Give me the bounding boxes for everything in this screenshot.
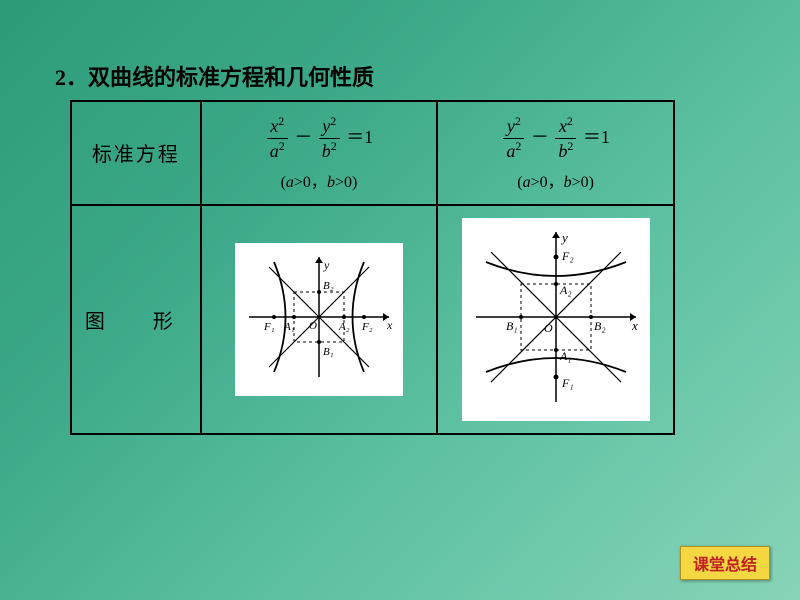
svg-text:O: O xyxy=(309,320,317,332)
svg-text:A₁: A₁ xyxy=(283,321,295,333)
svg-text:y: y xyxy=(323,258,330,272)
figure-cell-2: y x O F₂ F₁ A₂ A₁ B₁ B₂ xyxy=(437,205,674,434)
figure-cell-1: y x O F₁ F₂ A₁ A₂ B₂ B₁ xyxy=(201,205,438,434)
equation-1: x2 a2 － y2 b2 ＝1 xyxy=(210,114,429,164)
section-title: 2．双曲线的标准方程和几何性质 xyxy=(55,60,374,92)
svg-text:F₂: F₂ xyxy=(561,249,574,263)
svg-text:y: y xyxy=(560,230,568,245)
svg-text:B₁: B₁ xyxy=(506,319,518,333)
svg-text:B₁: B₁ xyxy=(323,346,334,358)
svg-text:A₂: A₂ xyxy=(559,283,572,297)
svg-text:B₂: B₂ xyxy=(323,280,334,292)
equation-2-condition: (a>0，b>0) xyxy=(446,168,665,192)
hyperbola-horizontal-figure: y x O F₁ F₂ A₁ A₂ B₂ B₁ xyxy=(239,247,399,387)
hyperbola-vertical-figure: y x O F₂ F₁ A₂ A₁ B₁ B₂ xyxy=(466,222,646,412)
properties-table: 标准方程 x2 a2 － y2 b2 ＝1 (a>0，b>0) xyxy=(70,100,675,435)
summary-button[interactable]: 课堂总结 xyxy=(680,546,770,580)
svg-text:O: O xyxy=(544,321,553,335)
row-label-equation: 标准方程 xyxy=(71,101,201,205)
equation-cell-2: y2 a2 － x2 b2 ＝1 (a>0，b>0) xyxy=(437,101,674,205)
svg-text:x: x xyxy=(631,318,638,333)
svg-text:F₁: F₁ xyxy=(263,321,275,333)
svg-text:B₂: B₂ xyxy=(594,319,606,333)
row-label-figure: 图 形 xyxy=(71,205,201,434)
equation-1-condition: (a>0，b>0) xyxy=(210,168,429,192)
svg-text:F₁: F₁ xyxy=(561,376,574,390)
equation-2: y2 a2 － x2 b2 ＝1 xyxy=(446,114,665,164)
svg-text:A₂: A₂ xyxy=(338,321,350,333)
svg-text:x: x xyxy=(386,318,393,332)
svg-text:A₁: A₁ xyxy=(559,349,572,363)
equation-cell-1: x2 a2 － y2 b2 ＝1 (a>0，b>0) xyxy=(201,101,438,205)
svg-text:F₂: F₂ xyxy=(361,321,373,333)
